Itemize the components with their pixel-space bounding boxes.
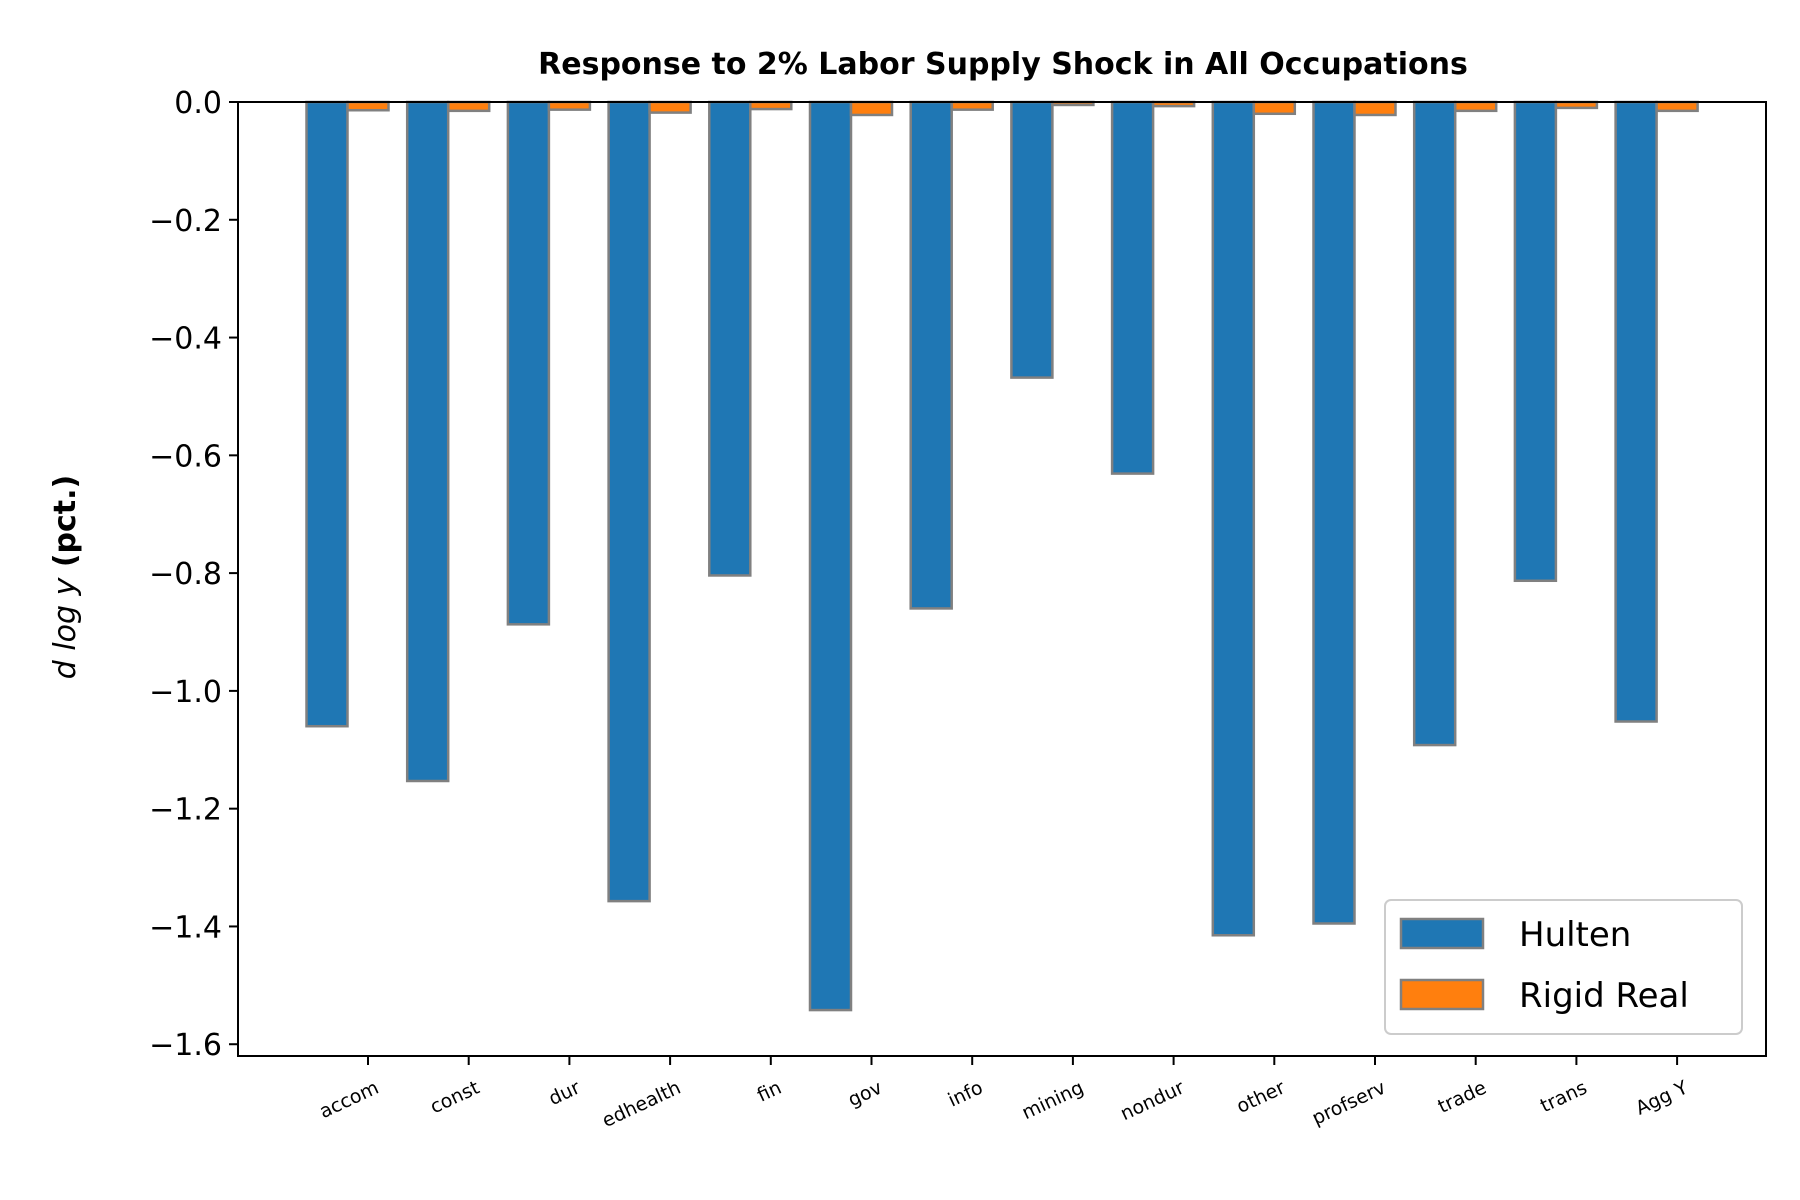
- y-axis: 0.0 −0.2 −0.4 −0.6 −0.8 −1.0 −1.2 −1.4 −1.6: [149, 86, 238, 1063]
- legend-label: Hulten: [1519, 915, 1631, 955]
- bar-rigid-real: [547, 100, 592, 111]
- bar-hulten: [1513, 100, 1558, 583]
- y-tick-label: −1.6: [149, 1028, 222, 1063]
- bar-rigid-real: [346, 100, 390, 112]
- y-tick-label: −1.4: [149, 910, 222, 945]
- bar-rigid-real: [950, 100, 994, 111]
- bar-hulten: [1614, 100, 1658, 723]
- bar-rigid-real: [648, 100, 692, 114]
- bar-hulten: [1110, 100, 1155, 475]
- bar-rigid-real: [849, 100, 894, 117]
- bar-rigid-real: [1252, 100, 1297, 116]
- y-tick-label: −1.0: [149, 675, 222, 710]
- y-tick-label: −0.4: [149, 322, 222, 357]
- legend: Hulten Rigid Real: [1384, 899, 1743, 1035]
- y-axis-label-math: d log y: [48, 576, 83, 679]
- y-tick-label: −0.8: [149, 557, 222, 592]
- bar-rigid-real: [446, 100, 491, 113]
- bar-hulten: [506, 100, 551, 626]
- legend-swatch: [1399, 978, 1485, 1011]
- bar-hulten: [405, 100, 450, 783]
- y-tick-label: 0.0: [174, 86, 222, 121]
- y-tick-label: −0.2: [149, 204, 222, 239]
- bar-rigid-real: [749, 100, 793, 111]
- bar-hulten: [1010, 100, 1054, 379]
- bar-hulten: [808, 100, 853, 1012]
- bar-hulten: [1312, 100, 1356, 925]
- bar-rigid-real: [1655, 100, 1699, 113]
- bar-hulten: [708, 100, 752, 577]
- y-axis-label-unit: (pct.): [48, 475, 83, 578]
- bar-rigid-real: [1453, 100, 1498, 113]
- bar-hulten: [1412, 100, 1457, 747]
- bar-hulten: [1211, 100, 1256, 937]
- bar-rigid-real: [1353, 100, 1397, 117]
- y-tick-label: −1.2: [149, 793, 222, 828]
- y-axis-label: d log y (pct.): [48, 475, 83, 679]
- chart-title: Response to 2% Labor Supply Shock in All…: [538, 47, 1468, 82]
- bar-hulten: [305, 100, 349, 728]
- plot-frame: [237, 101, 1767, 1057]
- bar-hulten: [909, 100, 953, 610]
- bar-hulten: [607, 100, 651, 903]
- y-tick-label: −0.6: [149, 439, 222, 474]
- legend-swatch: [1399, 917, 1485, 950]
- legend-label: Rigid Real: [1519, 976, 1689, 1016]
